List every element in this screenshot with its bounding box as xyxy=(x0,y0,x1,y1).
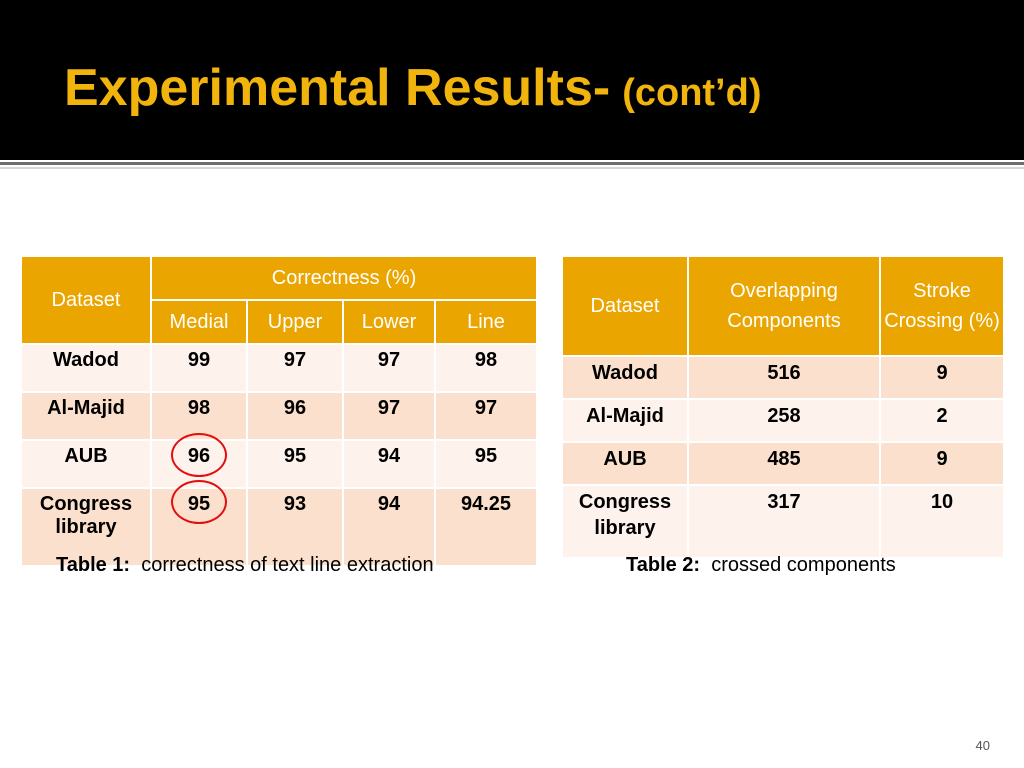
dataset-name: Wadod xyxy=(561,355,689,400)
cell-value: 97 xyxy=(433,391,539,441)
table-row: Congress library 317 10 xyxy=(561,484,1005,559)
cell-value: 317 xyxy=(687,484,881,559)
t1-header-dataset: Dataset xyxy=(20,255,152,345)
cell-value: 94 xyxy=(342,439,436,489)
cell-value: 94 xyxy=(342,487,436,567)
cell-value: 96 xyxy=(246,391,344,441)
table-row: AUB 96 95 94 95 xyxy=(20,439,539,489)
t1-header-line: Line xyxy=(433,299,539,345)
highlight-circle-congress xyxy=(171,480,227,524)
table2-caption-text: crossed components xyxy=(711,554,896,576)
cell-value: 95 xyxy=(433,439,539,489)
table1-caption-label: Table 1: xyxy=(56,554,131,576)
table1-caption: Table 1: correctness of text line extrac… xyxy=(56,554,434,577)
table-row: Al-Majid 98 96 97 97 xyxy=(20,391,539,441)
correctness-table: Dataset Correctness (%) Medial Upper Low… xyxy=(20,255,539,567)
cell-value: 9 xyxy=(879,355,1005,400)
cell-value: 2 xyxy=(879,398,1005,443)
t2-header-dataset: Dataset xyxy=(561,255,689,357)
cell-value: 10 xyxy=(879,484,1005,559)
table1-caption-text: correctness of text line extraction xyxy=(141,554,434,576)
title-sub: (cont’d) xyxy=(622,72,762,114)
t2-header-stroke-crossing: Stroke Crossing (%) xyxy=(879,255,1005,357)
cell-value: 94.25 xyxy=(433,487,539,567)
t1-header-medial: Medial xyxy=(150,299,248,345)
table2-caption: Table 2: crossed components xyxy=(626,554,896,577)
cell-value: 99 xyxy=(150,343,248,393)
table-row: AUB 485 9 xyxy=(561,441,1005,486)
dataset-name: Wadod xyxy=(20,343,152,393)
cell-value: 258 xyxy=(687,398,881,443)
cell-value: 9 xyxy=(879,441,1005,486)
t1-header-lower: Lower xyxy=(342,299,436,345)
table-row: Al-Majid 258 2 xyxy=(561,398,1005,443)
dataset-name: Al-Majid xyxy=(20,391,152,441)
t1-header-correctness: Correctness (%) xyxy=(149,255,539,301)
table-row: Congress library 95 93 94 94.25 xyxy=(20,487,539,567)
table-row: Wadod 516 9 xyxy=(561,355,1005,400)
table2-caption-label: Table 2: xyxy=(626,554,701,576)
t1-header-upper: Upper xyxy=(246,299,344,345)
crossed-components-table: Dataset Overlapping Components Stroke Cr… xyxy=(561,255,1005,559)
title-bar: Experimental Results- (cont’d) xyxy=(0,0,1024,160)
cell-value: 95 xyxy=(246,439,344,489)
highlight-circle-aub xyxy=(171,433,227,477)
t2-header-overlapping: Overlapping Components xyxy=(687,255,881,357)
cell-value: 98 xyxy=(433,343,539,393)
slide-title: Experimental Results- (cont’d) xyxy=(64,48,761,133)
dataset-name: AUB xyxy=(561,441,689,486)
cell-value: 93 xyxy=(246,487,344,567)
title-divider-light xyxy=(0,167,1024,169)
cell-value: 98 xyxy=(150,391,248,441)
title-main: Experimental Results- xyxy=(64,59,611,117)
dataset-name: AUB xyxy=(20,439,152,489)
cell-value: 97 xyxy=(246,343,344,393)
dataset-name: Al-Majid xyxy=(561,398,689,443)
page-number: 40 xyxy=(975,738,990,753)
cell-value: 485 xyxy=(687,441,881,486)
dataset-name: Congress library xyxy=(20,487,152,567)
cell-value: 516 xyxy=(687,355,881,400)
cell-value: 95 xyxy=(150,487,248,567)
dataset-name: Congress library xyxy=(561,484,689,559)
cell-value: 97 xyxy=(342,391,436,441)
table-row: Wadod 99 97 97 98 xyxy=(20,343,539,393)
title-divider xyxy=(0,162,1024,165)
cell-value: 97 xyxy=(342,343,436,393)
